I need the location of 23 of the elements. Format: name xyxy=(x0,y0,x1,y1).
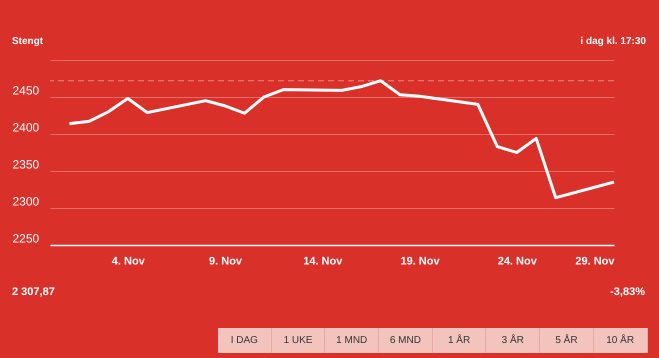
text: 6 MND xyxy=(379,328,433,353)
y-tick-label: 2350 xyxy=(12,158,40,172)
text: 5 ÅR xyxy=(540,328,594,353)
text: 1 ÅR xyxy=(432,328,486,353)
text: 1 MND xyxy=(325,328,380,353)
y-tick-label: 2450 xyxy=(12,84,40,98)
text: 2 307,87 xyxy=(12,286,55,298)
y-tick-label: 2400 xyxy=(12,120,40,134)
x-tick-label: 14. Nov xyxy=(303,256,344,268)
x-tick-label: 29. Nov xyxy=(575,256,616,268)
y-tick-label: 2300 xyxy=(12,194,40,208)
x-tick-label: 9. Nov xyxy=(209,256,243,268)
x-tick-label: 24. Nov xyxy=(498,256,538,268)
text: -3,83% xyxy=(610,286,645,298)
text: 10 ÅR xyxy=(594,328,648,353)
x-tick-label: 4. Nov xyxy=(112,256,146,268)
chart-subtitle: Stengt xyxy=(12,36,44,47)
text: 1 UKE xyxy=(272,328,326,353)
text: I DAG xyxy=(218,328,272,353)
x-tick-label: 19. Nov xyxy=(400,256,440,268)
text: 3 ÅR xyxy=(486,328,540,353)
y-tick-label: 2250 xyxy=(12,232,40,246)
text: i dag kl. 17:30 xyxy=(580,36,646,47)
